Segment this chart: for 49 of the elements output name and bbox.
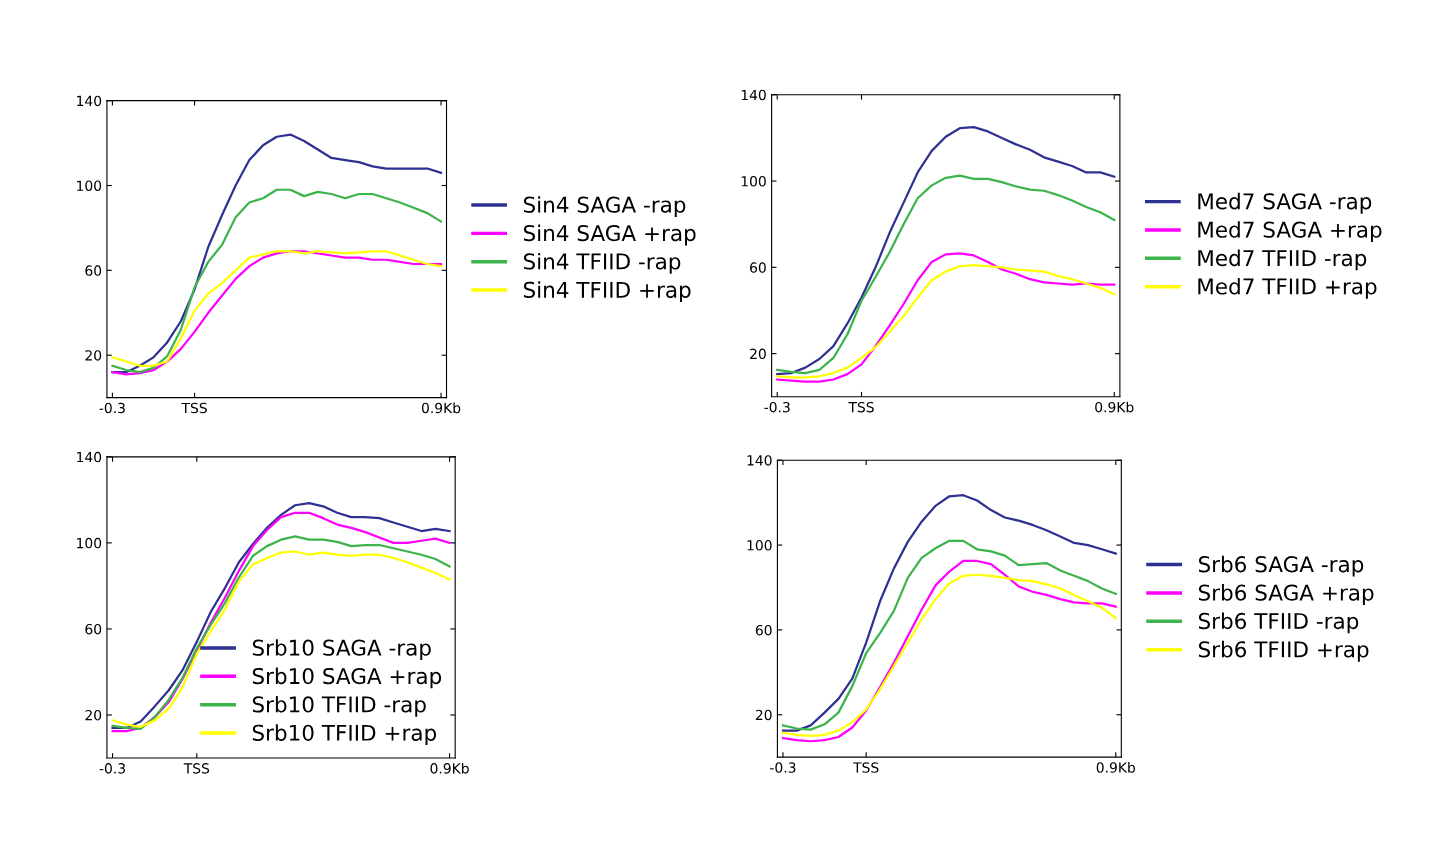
y-tick-label: 140 xyxy=(77,95,102,107)
legend-label: Srb10 TFIID +rap xyxy=(252,724,437,746)
y-tick-label: 100 xyxy=(747,540,772,551)
legend-label: Sin4 SAGA -rap xyxy=(523,196,686,218)
line-series xyxy=(781,494,1117,732)
x-tick-label: -0.3 xyxy=(764,401,790,413)
y-tick-label: 20 xyxy=(750,348,766,360)
y-tick-label: 140 xyxy=(77,451,102,463)
y-tick-label: 20 xyxy=(85,709,102,721)
x-tick-label: 0.9Kb xyxy=(421,402,461,414)
y-tick-label: 60 xyxy=(750,262,766,273)
y-tick-label: 60 xyxy=(85,265,102,276)
x-tick-label: TSS xyxy=(183,763,210,774)
x-tick-label: 0.9Kb xyxy=(430,762,469,774)
y-tick-label: 140 xyxy=(741,89,766,101)
legend-label: Srb10 TFIID -rap xyxy=(252,695,426,717)
legend-label: Srb6 SAGA +rap xyxy=(1198,584,1374,605)
y-tick-label: 100 xyxy=(77,180,102,191)
legend-label: Srb6 TFIID +rap xyxy=(1198,640,1369,662)
legend-label: Srb6 SAGA -rap xyxy=(1198,555,1364,577)
x-tick-label: -0.3 xyxy=(99,402,125,414)
legend-label: Med7 SAGA -rap xyxy=(1198,192,1372,214)
y-tick-label: 60 xyxy=(755,624,772,636)
legend-label: Srb10 SAGA +rap xyxy=(252,667,442,689)
y-tick-label: 100 xyxy=(77,537,102,549)
line-series xyxy=(781,539,1117,731)
line-series xyxy=(111,188,443,374)
legend-label: Sin4 TFIID +rap xyxy=(523,281,691,303)
x-tick-label: TSS xyxy=(853,762,879,773)
x-tick-label: -0.3 xyxy=(99,763,125,774)
x-tick-label: 0.9Kb xyxy=(1095,401,1134,413)
legend-label: Sin4 TFIID -rap xyxy=(523,252,681,274)
x-tick-label: -0.3 xyxy=(770,762,796,773)
legend-label: Med7 TFIID +rap xyxy=(1198,277,1377,299)
y-tick-label: 20 xyxy=(85,350,102,361)
line-series xyxy=(776,126,1116,376)
line-series xyxy=(776,174,1116,375)
y-tick-label: 100 xyxy=(741,176,766,187)
x-tick-label: 0.9Kb xyxy=(1096,762,1136,773)
legend-label: Srb10 SAGA -rap xyxy=(252,639,431,660)
y-tick-label: 20 xyxy=(755,709,772,721)
legend-label: Sin4 SAGA +rap xyxy=(523,224,696,246)
y-tick-label: 140 xyxy=(747,455,772,466)
y-tick-label: 60 xyxy=(85,623,102,635)
x-tick-label: TSS xyxy=(848,401,874,413)
legend-label: Med7 SAGA +rap xyxy=(1198,221,1382,242)
x-tick-label: TSS xyxy=(181,402,207,414)
legend-label: Med7 TFIID -rap xyxy=(1198,249,1367,271)
legend-label: Srb6 TFIID -rap xyxy=(1198,612,1359,634)
